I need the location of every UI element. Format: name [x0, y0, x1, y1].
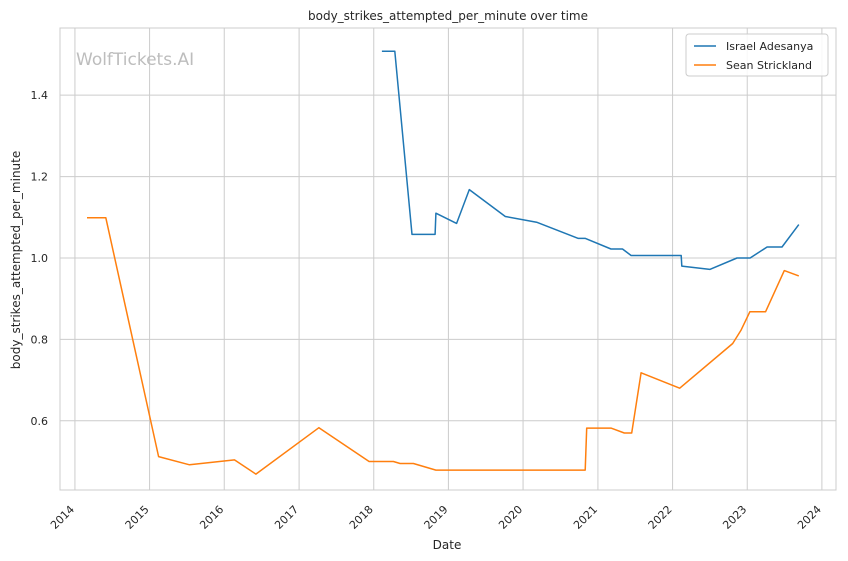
x-axis-label: Date — [433, 538, 462, 552]
x-tick-label: 2022 — [646, 503, 675, 532]
watermark: WolfTickets.AI — [76, 50, 194, 70]
x-tick-label: 2020 — [496, 503, 525, 532]
legend-box — [685, 33, 829, 77]
x-tick-label: 2016 — [197, 503, 226, 532]
legend-label: Sean Strickland — [726, 59, 812, 72]
y-tick-label: 0.8 — [31, 333, 49, 346]
legend-label: Israel Adesanya — [726, 40, 813, 53]
y-tick-label: 1.0 — [31, 252, 49, 265]
x-tick-label: 2014 — [48, 503, 77, 532]
x-tick-label: 2019 — [422, 503, 451, 532]
y-tick-label: 1.2 — [31, 171, 49, 184]
x-tick-label: 2024 — [795, 503, 824, 532]
y-tick-label: 1.4 — [31, 89, 49, 102]
y-tick-label: 0.6 — [31, 415, 49, 428]
x-tick-label: 2015 — [123, 503, 152, 532]
x-tick-label: 2017 — [272, 503, 301, 532]
chart-title: body_strikes_attempted_per_minute over t… — [308, 9, 588, 23]
x-tick-label: 2023 — [720, 503, 749, 532]
y-axis-ticks: 0.6 0.8 1.0 1.2 1.4 — [31, 89, 49, 428]
series-lines — [87, 50, 800, 475]
series-line-0 — [381, 50, 800, 271]
x-axis-ticks: 2014 2015 2016 2017 2018 2019 2020 2021 2022 2023… — [48, 503, 824, 532]
x-tick-label: 2021 — [571, 503, 600, 532]
legend: Israel Adesanya Sean Strickland — [685, 33, 829, 77]
x-tick-label: 2018 — [347, 503, 376, 532]
grid-lines — [60, 28, 836, 490]
y-axis-label: body_strikes_attempted_per_minute — [9, 151, 23, 369]
plot-frame — [59, 27, 837, 491]
series-line-1 — [87, 216, 800, 475]
